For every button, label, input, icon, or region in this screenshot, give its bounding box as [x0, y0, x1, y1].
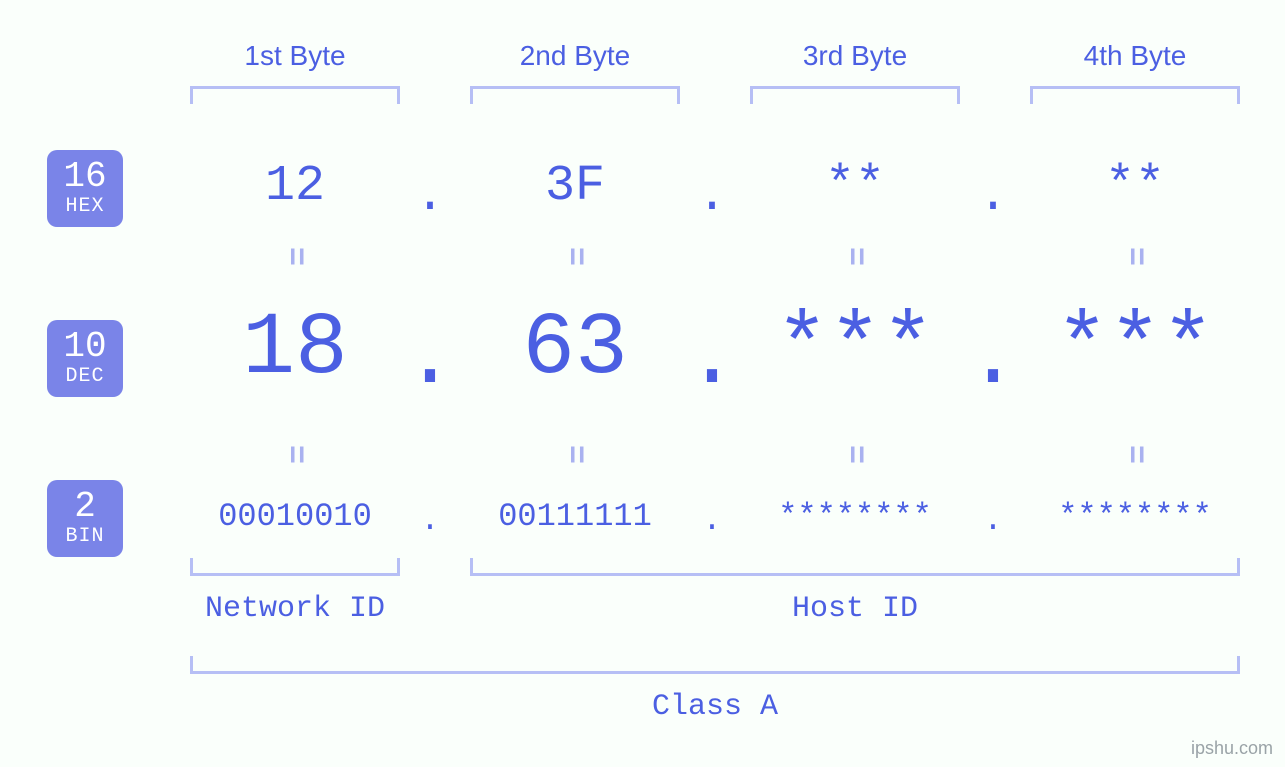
- top-bracket-4: [1030, 86, 1240, 104]
- badge-dec-label: DEC: [47, 366, 123, 387]
- badge-hex: 16 HEX: [47, 150, 123, 227]
- eq-2-3: =: [837, 435, 874, 475]
- eq-1-1: =: [277, 237, 314, 277]
- eq-2-4: =: [1117, 435, 1154, 475]
- badge-bin-base: 2: [47, 488, 123, 526]
- eq-2-1: =: [277, 435, 314, 475]
- badge-hex-label: HEX: [47, 196, 123, 217]
- byte-header-4: 4th Byte: [1075, 40, 1195, 72]
- network-id-bracket: [190, 558, 400, 576]
- badge-bin-label: BIN: [47, 526, 123, 547]
- bin-byte-1: 00010010: [175, 498, 415, 535]
- hex-dot-2: .: [692, 168, 732, 225]
- bin-byte-4: ********: [1015, 498, 1255, 535]
- hex-byte-2: 3F: [475, 158, 675, 215]
- hex-byte-1: 12: [195, 158, 395, 215]
- hex-byte-3: **: [755, 158, 955, 215]
- top-bracket-1: [190, 86, 400, 104]
- class-label: Class A: [190, 690, 1240, 724]
- host-id-bracket: [470, 558, 1240, 576]
- byte-header-2: 2nd Byte: [515, 40, 635, 72]
- dec-byte-3: ***: [735, 300, 975, 399]
- badge-hex-base: 16: [47, 158, 123, 196]
- byte-header-3: 3rd Byte: [795, 40, 915, 72]
- dec-byte-1: 18: [175, 300, 415, 399]
- eq-1-2: =: [557, 237, 594, 277]
- hex-byte-4: **: [1035, 158, 1235, 215]
- top-bracket-2: [470, 86, 680, 104]
- dec-byte-4: ***: [1015, 300, 1255, 399]
- bin-dot-2: .: [696, 502, 728, 539]
- class-bracket: [190, 656, 1240, 674]
- badge-dec-base: 10: [47, 328, 123, 366]
- bin-byte-3: ********: [735, 498, 975, 535]
- dec-dot-2: .: [682, 310, 742, 409]
- badge-bin: 2 BIN: [47, 480, 123, 557]
- hex-dot-1: .: [410, 168, 450, 225]
- top-bracket-3: [750, 86, 960, 104]
- badge-dec: 10 DEC: [47, 320, 123, 397]
- dec-dot-3: .: [963, 310, 1023, 409]
- watermark: ipshu.com: [1191, 738, 1273, 759]
- eq-2-2: =: [557, 435, 594, 475]
- eq-1-3: =: [837, 237, 874, 277]
- dec-byte-2: 63: [455, 300, 695, 399]
- hex-dot-3: .: [973, 168, 1013, 225]
- bin-dot-3: .: [977, 502, 1009, 539]
- bin-byte-2: 00111111: [455, 498, 695, 535]
- eq-1-4: =: [1117, 237, 1154, 277]
- byte-header-1: 1st Byte: [235, 40, 355, 72]
- dec-dot-1: .: [400, 310, 460, 409]
- network-id-label: Network ID: [190, 592, 400, 626]
- bin-dot-1: .: [414, 502, 446, 539]
- host-id-label: Host ID: [470, 592, 1240, 626]
